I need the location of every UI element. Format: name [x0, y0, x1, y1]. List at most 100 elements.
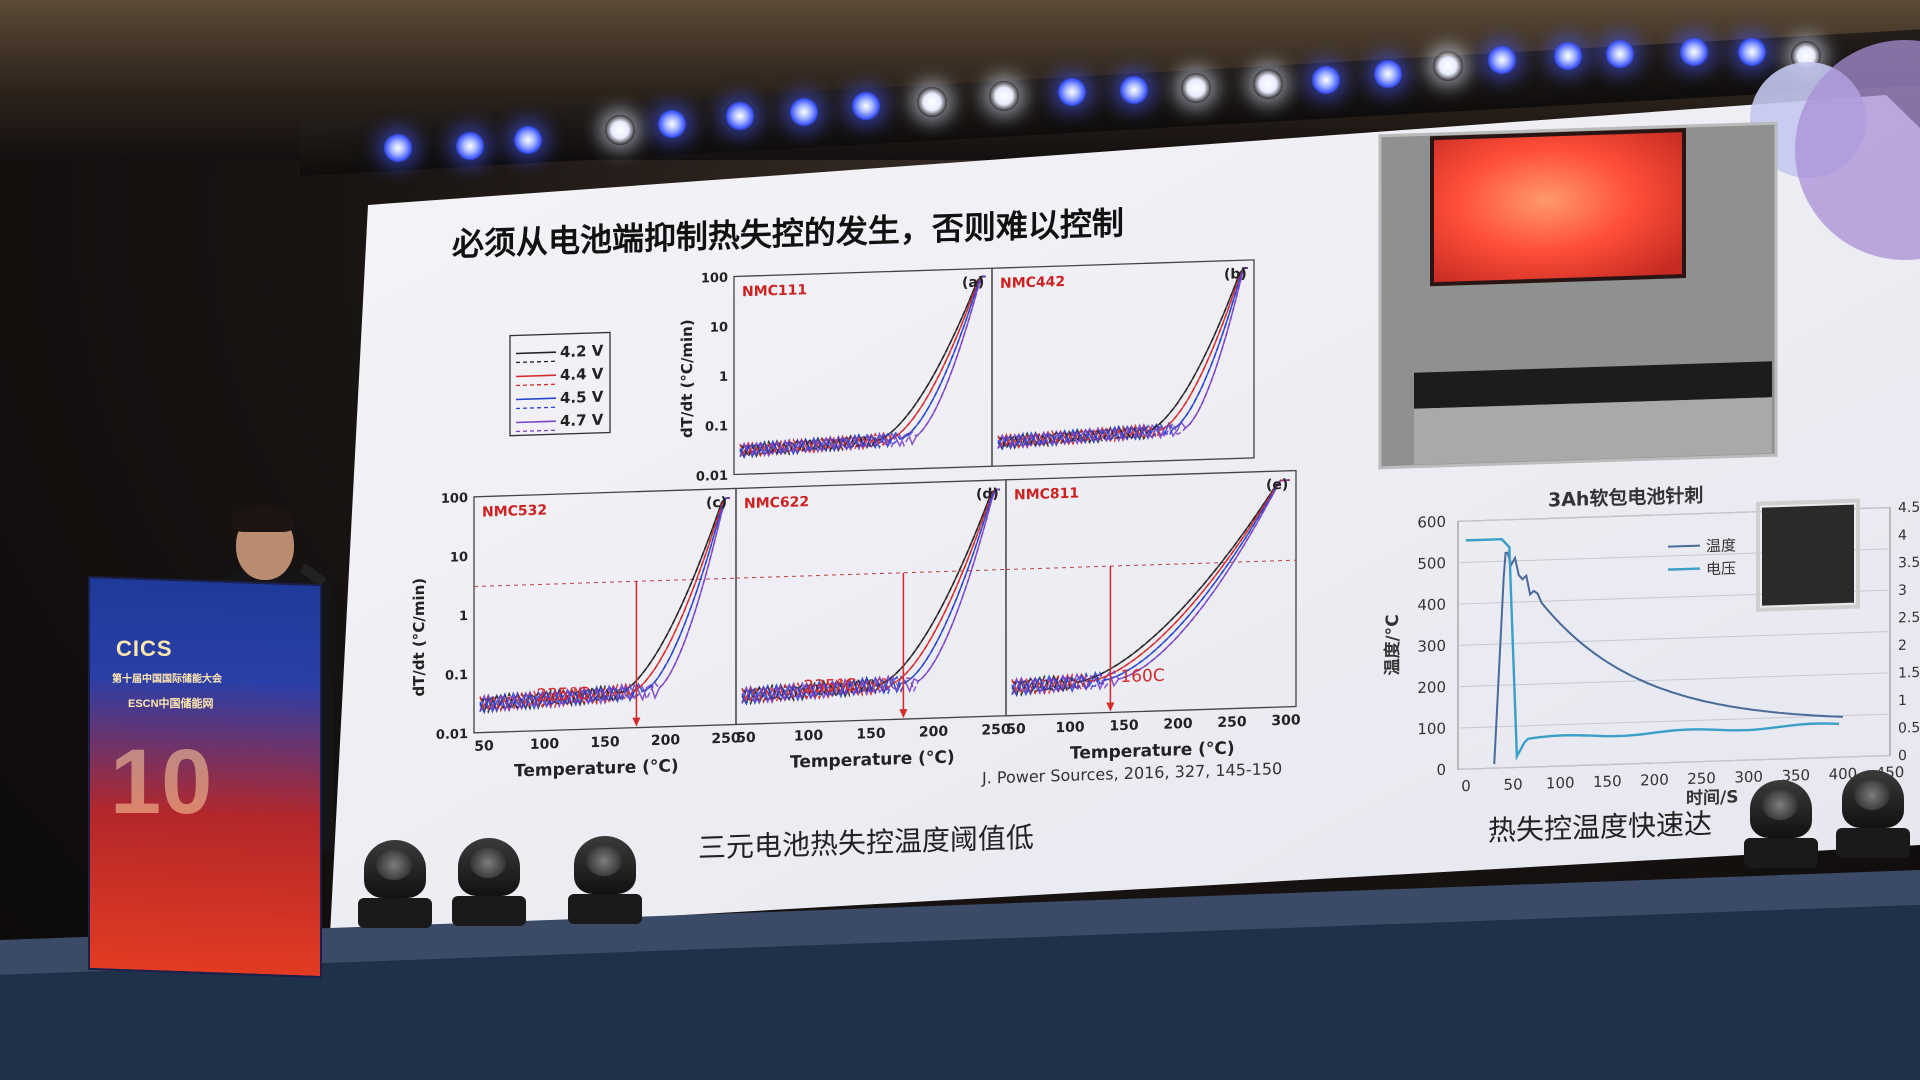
stage-led-light [1253, 69, 1283, 99]
series-curve [479, 497, 730, 715]
x-tick-label: 100 [1546, 774, 1575, 793]
stage-led-light [1311, 65, 1341, 95]
x-tick-label: 250 [711, 730, 740, 747]
series-curve [739, 275, 986, 458]
y-tick-label: 100 [441, 491, 468, 507]
y-tick-label-right: 2.5 [1898, 610, 1920, 627]
panel-material-label: NMC111 [742, 282, 807, 300]
stage-led-light [851, 91, 881, 121]
y-tick-label-right: 1 [1898, 693, 1907, 709]
right-chart-xlabel: 时间/S [1686, 786, 1738, 809]
stage-moving-light [568, 836, 642, 926]
x-tick-label: 100 [1055, 719, 1084, 736]
stage-led-light [605, 115, 635, 145]
series-curve [997, 267, 1248, 449]
legend-label: 4.7 V [560, 411, 604, 430]
panel-frames [473, 259, 1297, 734]
stage-led-light [455, 131, 485, 161]
podium-anniversary-number: 10 [110, 731, 213, 833]
podium-escn: ESCN中国储能网 [128, 698, 214, 710]
stage-moving-light [1744, 780, 1818, 870]
panel-letter-label: (b) [1224, 266, 1247, 283]
y-tick-label: 0.1 [705, 419, 728, 435]
threshold-arrow-head [1106, 702, 1115, 712]
stage-led-light [1679, 37, 1709, 67]
x-tick-label: 100 [794, 728, 823, 745]
stage-led-light [1737, 37, 1767, 67]
y-tick-label: 0.01 [696, 469, 728, 485]
y-tick-label-right: 3 [1898, 583, 1907, 599]
x-tick-label: 100 [530, 736, 559, 753]
threshold-arrow-head [632, 717, 641, 727]
y-tick-label-left: 300 [1417, 637, 1446, 656]
legend-swatch-solid [516, 420, 556, 424]
legend-swatch-solid [516, 351, 556, 355]
stage-led-light [1487, 45, 1517, 75]
legend-volt-swatch [1668, 567, 1700, 571]
x-tick-label: 50 [1504, 775, 1523, 794]
x-tick-label: 150 [1109, 718, 1138, 735]
stage-led-light [1433, 51, 1463, 81]
temperature-series-line [1493, 551, 1843, 765]
y-tick-label-left: 200 [1417, 678, 1446, 697]
y-tick-label: 100 [701, 271, 728, 287]
x-tick-label: 50 [736, 730, 756, 747]
x-tick-label: 150 [590, 734, 619, 751]
panel-letter-label: (d) [976, 486, 999, 503]
stage-led-light [917, 87, 947, 117]
podium-event-name: 第十届中国国际储能大会 [112, 674, 222, 685]
series-curve [741, 488, 1000, 704]
threshold-label: 235°C [803, 676, 856, 698]
threshold-arrow-head [899, 708, 908, 719]
series-curve [479, 497, 730, 713]
y-tick-label-right: 1.5 [1898, 665, 1920, 682]
stage-led-light [513, 125, 543, 155]
series-curve [739, 275, 986, 458]
stage-led-light [1057, 77, 1087, 107]
legend-temp-label: 温度 [1706, 536, 1736, 555]
stage-led-light [1605, 39, 1635, 69]
right-chart-ylabel: 温度/°C [1382, 614, 1403, 676]
y-tick-label-right: 4 [1898, 528, 1907, 544]
y-tick-label: 0.01 [436, 727, 468, 743]
y-tick-label: 0.1 [445, 668, 468, 684]
y-tick-label-left: 0 [1436, 761, 1446, 779]
photo-dark-band [1414, 361, 1772, 409]
fire-window-border [1430, 128, 1686, 287]
burnt-cell-photo [1762, 504, 1854, 606]
y-tick-label-right: 3.5 [1898, 555, 1920, 572]
y-tick-label-right: 0.5 [1898, 720, 1920, 737]
panel-material-label: NMC442 [1000, 274, 1065, 292]
podium-logo: CICS [116, 636, 173, 661]
y-axis-label-bottom: dT/dt (°C/min) [410, 578, 428, 697]
x-tick-label: 250 [981, 722, 1010, 739]
series-curve [741, 488, 1000, 706]
x-tick-label: 50 [474, 738, 494, 755]
grid-line [1458, 755, 1890, 770]
fire-window [1432, 130, 1684, 285]
panel-labels: NMC111 (a) NMC442 (b) NMC532 (c) NMC622 (d) NMC8… [436, 266, 1301, 755]
series-curve [1011, 479, 1290, 695]
voltage-legend: 4.2 V 4.4 V 4.5 V 4.7 V [516, 342, 604, 433]
x-tick-label: 200 [651, 732, 680, 749]
panel-curves [479, 267, 1290, 727]
series-curve [997, 267, 1248, 449]
stage-led-light [1553, 41, 1583, 71]
x-tick-label: 150 [1593, 772, 1622, 791]
threshold-label: 225°C [536, 684, 589, 706]
x-tick-label: 300 [1734, 768, 1763, 787]
x-tick-label: 200 [1163, 716, 1192, 733]
stage-led-light [383, 133, 413, 163]
y-tick-label-right: 4.5 [1898, 500, 1920, 517]
stage-led-light [789, 97, 819, 127]
caption-right: 热失控温度快速达 [1488, 807, 1712, 847]
y-tick-label-left: 600 [1417, 513, 1446, 532]
y-tick-label-left: 500 [1417, 554, 1446, 573]
legend-label: 4.5 V [560, 388, 604, 407]
legend-temp-swatch [1668, 544, 1700, 548]
x-tick-label: 0 [1461, 777, 1471, 795]
legend-label: 4.4 V [560, 365, 604, 384]
y-tick-label-right: 0 [1898, 748, 1907, 764]
y-tick-label: 1 [719, 370, 728, 385]
